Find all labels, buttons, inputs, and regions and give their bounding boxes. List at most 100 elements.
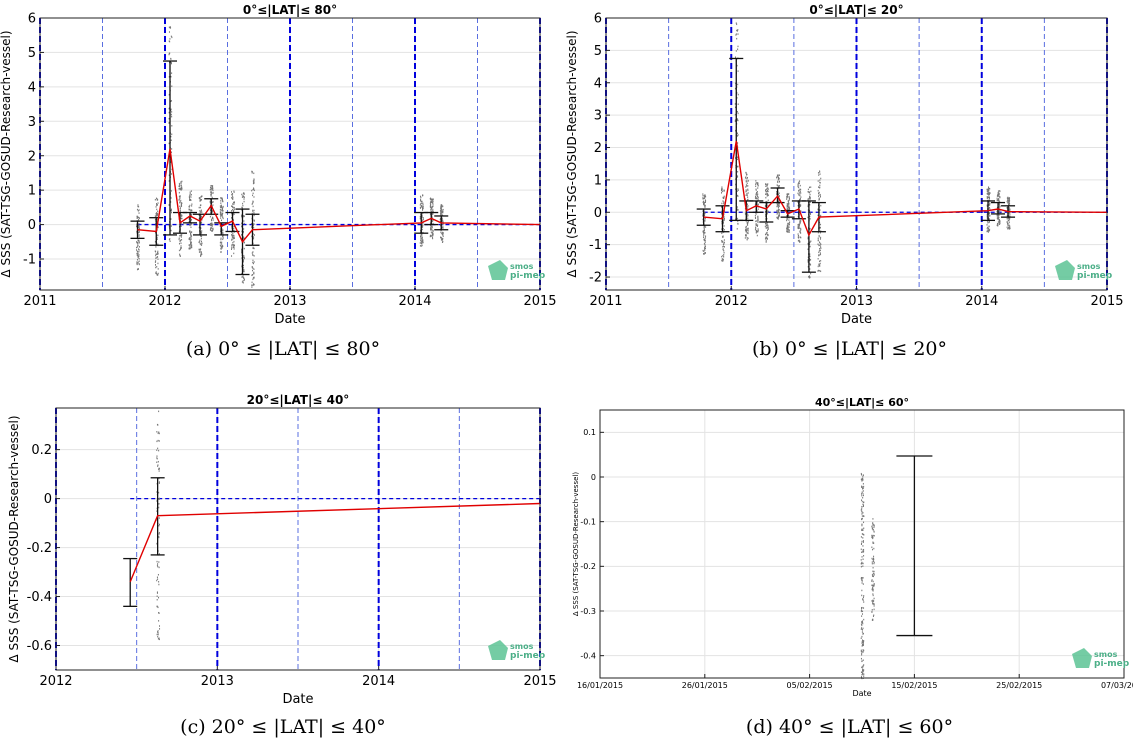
scatter-point bbox=[872, 558, 874, 561]
scatter-point bbox=[797, 185, 799, 188]
scatter-point bbox=[800, 220, 802, 222]
scatter-point bbox=[233, 244, 235, 246]
scatter-point bbox=[863, 618, 865, 621]
scatter-point bbox=[156, 431, 158, 433]
scatter-point bbox=[158, 611, 160, 614]
y-axis-label: Δ SSS (SAT-TSG-GOSUD-Research-vessel) bbox=[565, 30, 579, 277]
scatter-point bbox=[863, 555, 865, 557]
y-tick-label: 1 bbox=[28, 184, 36, 199]
scatter-point bbox=[765, 189, 767, 192]
scatter-point bbox=[221, 244, 223, 247]
chart-d: -0.4-0.3-0.2-0.100.116/01/2015 26/01/2015… bbox=[572, 396, 1133, 698]
scatter-point bbox=[798, 186, 800, 189]
scatter-point bbox=[200, 204, 202, 206]
scatter-point bbox=[778, 213, 780, 216]
scatter-point bbox=[155, 213, 157, 215]
scatter-point bbox=[198, 251, 200, 253]
scatter-point bbox=[776, 205, 778, 208]
scatter-point bbox=[251, 266, 253, 269]
scatter-point bbox=[157, 638, 159, 640]
scatter-point bbox=[757, 208, 759, 210]
scatter-point bbox=[988, 193, 990, 195]
scatter-point bbox=[862, 596, 864, 599]
scatter-point bbox=[1006, 212, 1008, 214]
scatter-point bbox=[252, 247, 254, 250]
x-axis-label: Date bbox=[841, 312, 872, 327]
scatter-point bbox=[232, 201, 234, 204]
scatter-point bbox=[138, 246, 140, 248]
scatter-point bbox=[430, 228, 432, 230]
scatter-point bbox=[1006, 223, 1008, 225]
scatter-point bbox=[159, 628, 161, 630]
scatter-point bbox=[745, 190, 747, 192]
scatter-point bbox=[179, 201, 181, 204]
scatter-point bbox=[747, 222, 749, 225]
scatter-point bbox=[171, 62, 173, 64]
scatter-point bbox=[819, 265, 821, 267]
scatter-point bbox=[155, 206, 157, 208]
scatter-point bbox=[745, 226, 747, 228]
scatter-point bbox=[420, 236, 422, 238]
scatter-point bbox=[441, 220, 443, 222]
scatter-point bbox=[756, 204, 758, 206]
scatter-point bbox=[137, 244, 139, 246]
scatter-point bbox=[156, 633, 158, 636]
chart-title: 20°≤|LAT|≤ 40° bbox=[247, 393, 350, 407]
scatter-point bbox=[442, 211, 444, 214]
scatter-point bbox=[157, 578, 159, 580]
scatter-point bbox=[243, 247, 245, 250]
x-tick-label: 2013 bbox=[273, 294, 306, 309]
scatter-point bbox=[231, 197, 233, 199]
scatter-point bbox=[421, 242, 423, 244]
scatter-point bbox=[430, 231, 432, 234]
scatter-point bbox=[861, 577, 863, 579]
scatter-point bbox=[1008, 204, 1010, 206]
scatter-point bbox=[862, 479, 864, 481]
scatter-point bbox=[212, 189, 214, 192]
scatter-point bbox=[168, 180, 170, 182]
scatter-point bbox=[231, 217, 233, 219]
scatter-point bbox=[179, 205, 181, 208]
scatter-point bbox=[188, 196, 190, 198]
scatter-point bbox=[754, 228, 756, 231]
scatter-point bbox=[778, 202, 780, 205]
scatter-point bbox=[860, 650, 862, 653]
scatter-point bbox=[702, 194, 704, 197]
scatter-point bbox=[158, 566, 160, 569]
scatter-point bbox=[157, 635, 159, 638]
scatter-point bbox=[871, 584, 873, 587]
scatter-point bbox=[198, 206, 200, 209]
scatter-point bbox=[440, 229, 442, 232]
scatter-point bbox=[170, 218, 172, 220]
scatter-point bbox=[431, 235, 433, 237]
scatter-point bbox=[431, 201, 433, 204]
scatter-point bbox=[989, 188, 991, 190]
scatter-point bbox=[243, 237, 245, 240]
scatter-point bbox=[788, 203, 790, 205]
scatter-point bbox=[737, 83, 739, 86]
scatter-point bbox=[190, 221, 192, 223]
scatter-point bbox=[997, 192, 999, 194]
scatter-point bbox=[818, 254, 820, 257]
scatter-point bbox=[807, 216, 809, 219]
scatter-point bbox=[861, 551, 863, 554]
scatter-point bbox=[734, 113, 736, 116]
scatter-point bbox=[241, 265, 243, 268]
scatter-point bbox=[181, 223, 183, 225]
scatter-point bbox=[220, 237, 222, 240]
scatter-point bbox=[765, 232, 767, 234]
scatter-point bbox=[997, 194, 999, 197]
scatter-point bbox=[180, 236, 182, 238]
scatter-point bbox=[157, 274, 159, 276]
scatter-point bbox=[777, 181, 779, 184]
scatter-point bbox=[157, 210, 159, 213]
scatter-point bbox=[157, 251, 159, 254]
scatter-point bbox=[231, 191, 233, 193]
scatter-point bbox=[157, 250, 159, 253]
scatter-point bbox=[767, 225, 769, 227]
mean-line bbox=[129, 502, 541, 583]
scatter-point bbox=[755, 212, 757, 214]
scatter-point bbox=[1006, 207, 1008, 209]
scatter-point bbox=[179, 188, 181, 191]
